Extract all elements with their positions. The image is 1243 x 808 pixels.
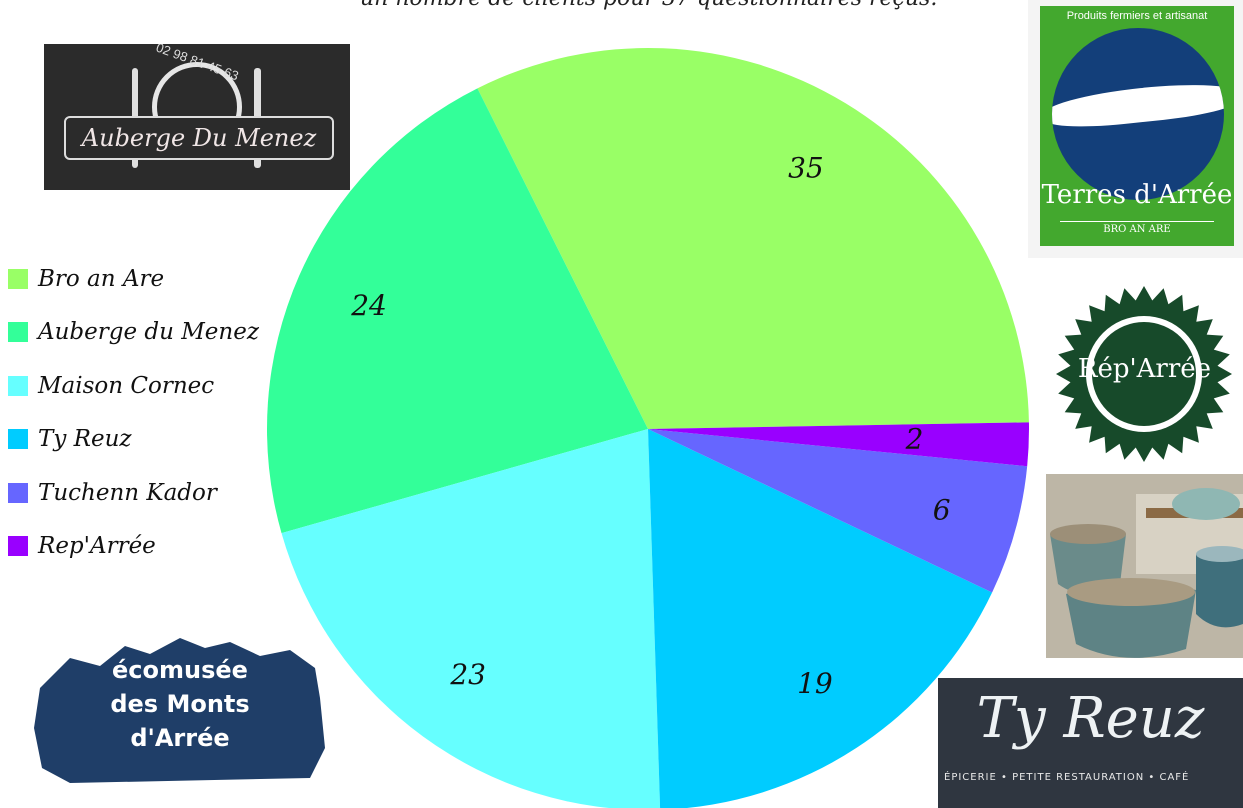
slice-value-label: 35 (788, 151, 824, 184)
legend-swatch (8, 482, 28, 503)
slice-value-label: 2 (905, 423, 924, 456)
legend-label: Auberge du Menez (38, 319, 259, 346)
legend-label: Rep'Arrée (38, 533, 156, 560)
slice-value-label: 24 (350, 289, 387, 322)
chart-title: un nombre de clients pour 37 questionnai… (360, 0, 1060, 11)
mountain-badge-icon (34, 638, 325, 783)
legend-item-bro-an-are: Bro an Are (8, 252, 259, 306)
landscape-icon (1052, 28, 1224, 200)
terres-darree-logo: Produits fermiers et artisanat Terres d'… (1028, 0, 1243, 258)
auberge-du-menez-logo: 02 98 81 45 63 Auberge Du Menez (44, 44, 350, 190)
legend-label: Ty Reuz (38, 426, 132, 453)
legend-label: Maison Cornec (38, 372, 215, 399)
terres-tagline: Produits fermiers et artisanat (1066, 10, 1208, 22)
legend-swatch (8, 375, 28, 396)
legend: Bro an Are Auberge du Menez Maison Corne… (8, 252, 259, 573)
slice-value-label: 19 (797, 667, 833, 700)
legend-item-ty-reuz: Ty Reuz (8, 413, 259, 467)
pie-slice-maison-cornec (281, 429, 661, 808)
pie-slice-rep-arr-e (648, 422, 1029, 467)
ecomusee-line1: écomusée (112, 656, 248, 684)
legend-item-rep-arree: Rep'Arrée (8, 520, 259, 574)
ty-reuz-logo: Ty Reuz ÉPICERIE • PETITE RESTAURATION •… (938, 678, 1243, 808)
terres-name: Terres d'Arrée (1041, 180, 1233, 210)
rep-arree-logo: Rép'Arrée (1046, 284, 1243, 464)
slice-value-label: 23 (449, 658, 486, 691)
legend-swatch (8, 536, 28, 557)
auberge-banner: Auberge Du Menez (64, 116, 334, 160)
wave-shape (1052, 77, 1224, 133)
terres-sub: BRO AN ARE (1060, 221, 1214, 235)
ecomusee-logo: écomusée des Monts d'Arrée (30, 628, 330, 788)
bowls-illustration (1046, 474, 1243, 658)
legend-label: Tuchenn Kador (38, 479, 217, 506)
pie-slice-ty-reuz (648, 429, 993, 808)
pie-slice-auberge-du-menez (266, 88, 648, 534)
legend-item-maison-cornec: Maison Cornec (8, 359, 259, 413)
ty-reuz-name: Ty Reuz (976, 686, 1205, 751)
ecomusee-line2: des Monts (110, 690, 250, 718)
terres-panel: Produits fermiers et artisanat Terres d'… (1040, 6, 1234, 246)
auberge-name: Auberge Du Menez (81, 124, 317, 152)
legend-swatch (8, 322, 28, 343)
slice-value-label: 6 (933, 494, 951, 527)
gear-icon (1056, 286, 1232, 462)
pie-slice-bro-an-are (477, 48, 1029, 430)
legend-item-tuchenn-kador: Tuchenn Kador (8, 466, 259, 520)
pie-slice-tuchenn-kador (648, 429, 1028, 593)
legend-label: Bro an Are (38, 265, 165, 292)
legend-swatch (8, 429, 28, 450)
legend-item-auberge-du-menez: Auberge du Menez (8, 306, 259, 360)
ceramic-bowls-photo (1046, 474, 1243, 658)
legend-swatch (8, 268, 28, 289)
rep-name: Rép'Arrée (1077, 354, 1212, 384)
ecomusee-line3: d'Arrée (130, 724, 230, 752)
ty-reuz-sub: ÉPICERIE • PETITE RESTAURATION • CAFÉ (944, 772, 1190, 783)
